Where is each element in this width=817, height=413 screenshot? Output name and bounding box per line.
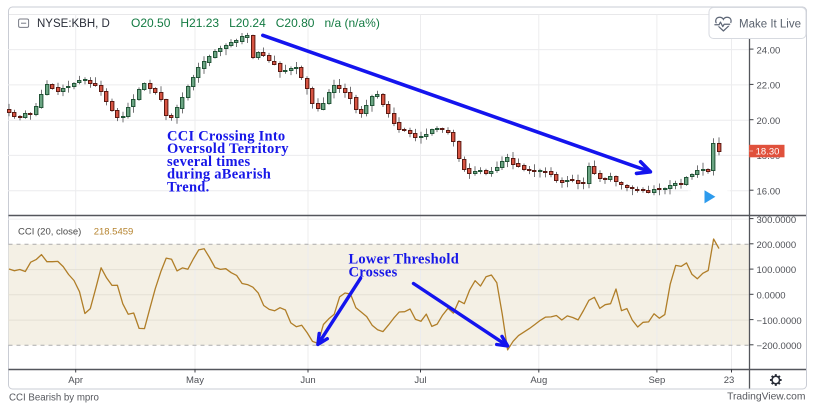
svg-text:O20.50 H21.23 L20.24 C20: O20.50 H21.23 L20.24 C20.80 n/a (n/a%) [131, 16, 380, 30]
svg-text:Crosses: Crosses [349, 265, 398, 281]
svg-text:Jul: Jul [414, 375, 426, 386]
svg-text:18.30: 18.30 [756, 147, 780, 158]
svg-text:23: 23 [724, 375, 735, 386]
svg-text:NYSE:KBH, D: NYSE:KBH, D [37, 18, 110, 30]
svg-text:22.00: 22.00 [757, 81, 781, 92]
svg-text:−200.0000: −200.0000 [757, 341, 802, 352]
svg-text:100.0000: 100.0000 [757, 265, 797, 276]
svg-text:Apr: Apr [68, 375, 83, 386]
svg-text:0.0000: 0.0000 [757, 291, 786, 302]
svg-text:Lower Threshold: Lower Threshold [349, 252, 460, 268]
svg-text:Sep: Sep [648, 375, 665, 386]
svg-text:300.0000: 300.0000 [757, 215, 797, 226]
svg-text:several times: several times [167, 154, 250, 170]
svg-text:Make It Live: Make It Live [739, 19, 801, 31]
svg-text:Trend.: Trend. [167, 179, 209, 195]
svg-text:CCI Crossing Into: CCI Crossing Into [167, 129, 285, 145]
svg-text:218.5459: 218.5459 [94, 227, 134, 238]
svg-text:−100.0000: −100.0000 [757, 316, 802, 327]
svg-text:May: May [186, 375, 204, 386]
svg-text:Aug: Aug [530, 375, 547, 386]
svg-text:CCI (20, close): CCI (20, close) [18, 227, 81, 238]
svg-text:16.00: 16.00 [757, 186, 781, 197]
svg-text:TradingView.com: TradingView.com [727, 392, 805, 403]
svg-text:24.00: 24.00 [757, 45, 781, 56]
svg-text:CCI Bearish by mpro: CCI Bearish by mpro [9, 393, 99, 404]
svg-text:200.0000: 200.0000 [757, 240, 797, 251]
svg-text:Oversold Territory: Oversold Territory [167, 141, 289, 157]
svg-text:Jun: Jun [300, 375, 315, 386]
svg-text:during aBearish: during aBearish [167, 167, 271, 183]
svg-text:20.00: 20.00 [757, 116, 781, 127]
